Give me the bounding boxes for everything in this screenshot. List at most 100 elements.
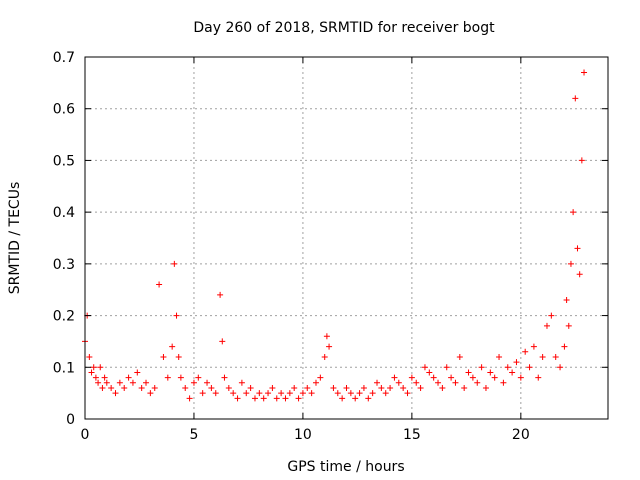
- data-point-marker: [186, 395, 193, 402]
- y-axis-label: SRMTID / TECUs: [7, 182, 23, 295]
- data-point-marker: [171, 260, 178, 267]
- data-point-marker: [225, 384, 232, 391]
- data-point-marker: [265, 390, 272, 397]
- data-point-marker: [408, 374, 415, 381]
- data-point-marker: [143, 379, 150, 386]
- data-point-marker: [343, 384, 350, 391]
- x-tick-label: 20: [512, 427, 530, 443]
- data-point-marker: [177, 374, 184, 381]
- data-point-marker: [251, 395, 258, 402]
- data-point-marker: [563, 297, 570, 304]
- data-point-marker: [291, 384, 298, 391]
- data-point-marker: [169, 343, 176, 350]
- x-tick-label: 0: [81, 427, 90, 443]
- data-point-marker: [469, 374, 476, 381]
- data-point-marker: [400, 384, 407, 391]
- data-point-marker: [395, 379, 402, 386]
- data-points: [82, 69, 588, 402]
- y-tick-label: 0.1: [53, 360, 75, 376]
- data-point-marker: [543, 322, 550, 329]
- data-point-marker: [426, 369, 433, 376]
- data-point-marker: [99, 384, 106, 391]
- y-tick-label: 0: [66, 412, 75, 428]
- data-point-marker: [269, 384, 276, 391]
- data-point-marker: [561, 343, 568, 350]
- y-axis-tick-labels: 0 0.1 0.2 0.3 0.4 0.5 0.6 0.7: [53, 50, 75, 428]
- data-point-marker: [576, 271, 583, 278]
- data-point-marker: [465, 369, 472, 376]
- data-point-marker: [317, 374, 324, 381]
- data-point-marker: [439, 384, 446, 391]
- data-point-marker: [509, 369, 516, 376]
- y-tick-label: 0.3: [53, 257, 75, 273]
- data-point-marker: [452, 379, 459, 386]
- data-point-marker: [273, 395, 280, 402]
- data-point-marker: [448, 374, 455, 381]
- data-point-marker: [182, 384, 189, 391]
- data-point-marker: [552, 353, 559, 360]
- data-point-marker: [304, 384, 311, 391]
- data-point-marker: [160, 353, 167, 360]
- data-point-marker: [526, 364, 533, 371]
- data-point-marker: [151, 384, 158, 391]
- x-axis-label: GPS time / hours: [287, 459, 404, 475]
- data-point-marker: [112, 390, 119, 397]
- data-point-marker: [461, 384, 468, 391]
- data-point-marker: [513, 359, 520, 366]
- data-point-marker: [474, 379, 481, 386]
- data-point-marker: [365, 395, 372, 402]
- data-point-marker: [413, 379, 420, 386]
- data-point-marker: [530, 343, 537, 350]
- y-tick-label: 0.4: [53, 205, 75, 221]
- data-point-marker: [369, 390, 376, 397]
- data-point-marker: [391, 374, 398, 381]
- data-point-marker: [535, 374, 542, 381]
- data-point-marker: [217, 291, 224, 298]
- data-point-marker: [504, 364, 511, 371]
- data-point-marker: [190, 379, 197, 386]
- data-point-marker: [116, 379, 123, 386]
- data-point-marker: [565, 322, 572, 329]
- data-point-marker: [121, 384, 128, 391]
- data-point-marker: [243, 390, 250, 397]
- data-point-marker: [500, 379, 507, 386]
- data-point-marker: [208, 384, 215, 391]
- data-point-marker: [567, 260, 574, 267]
- data-point-marker: [204, 379, 211, 386]
- data-point-marker: [88, 369, 95, 376]
- data-point-marker: [326, 343, 333, 350]
- data-point-marker: [295, 395, 302, 402]
- data-point-marker: [282, 395, 289, 402]
- data-point-marker: [173, 312, 180, 319]
- y-tick-label: 0.2: [53, 309, 75, 325]
- data-point-marker: [352, 395, 359, 402]
- data-point-marker: [221, 374, 228, 381]
- data-point-marker: [97, 364, 104, 371]
- grid-lines: [85, 57, 608, 419]
- x-axis-tick-labels: 0 5 10 15 20: [81, 427, 530, 443]
- data-point-marker: [278, 390, 285, 397]
- data-point-marker: [95, 379, 102, 386]
- chart-title: Day 260 of 2018, SRMTID for receiver bog…: [193, 20, 495, 36]
- data-point-marker: [138, 384, 145, 391]
- data-point-marker: [581, 69, 588, 76]
- data-point-marker: [299, 390, 306, 397]
- data-point-marker: [578, 157, 585, 164]
- data-point-marker: [195, 374, 202, 381]
- x-tick-label: 5: [189, 427, 198, 443]
- data-point-marker: [548, 312, 555, 319]
- data-point-marker: [491, 374, 498, 381]
- data-point-marker: [443, 364, 450, 371]
- data-point-marker: [496, 353, 503, 360]
- data-point-marker: [92, 374, 99, 381]
- data-point-marker: [387, 384, 394, 391]
- data-point-marker: [330, 384, 337, 391]
- data-point-marker: [108, 384, 115, 391]
- data-point-marker: [478, 364, 485, 371]
- data-point-marker: [86, 353, 93, 360]
- data-point-marker: [570, 209, 577, 216]
- data-point-marker: [435, 379, 442, 386]
- data-point-marker: [323, 333, 330, 340]
- data-point-marker: [312, 379, 319, 386]
